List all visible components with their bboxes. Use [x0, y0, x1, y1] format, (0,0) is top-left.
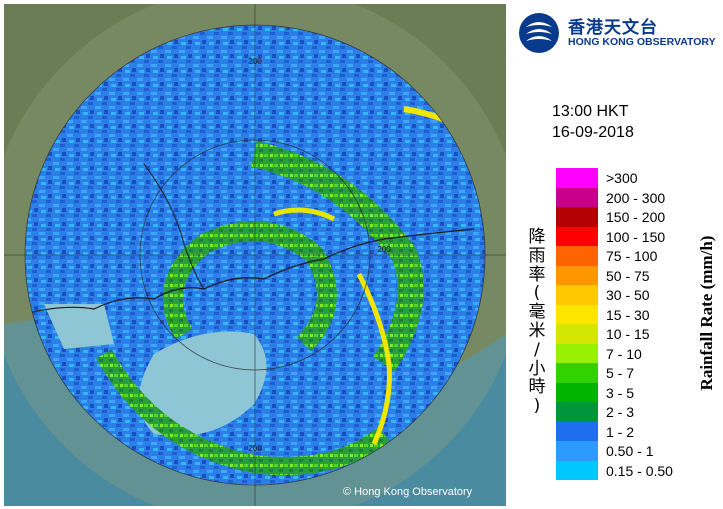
legend-row: 10 - 15 — [556, 324, 701, 344]
legend-row: 75 - 100 — [556, 246, 701, 266]
legend-row: 100 - 150 — [556, 226, 701, 246]
legend-swatch — [556, 187, 598, 207]
legend-swatch — [556, 460, 598, 480]
rain-band-south — [96, 349, 390, 475]
legend-label: 1 - 2 — [606, 423, 635, 440]
legend-title-english-wrap: Rainfall Rate (mm/h) — [695, 168, 719, 458]
legend-swatch — [556, 343, 598, 363]
legend-swatch — [556, 246, 598, 266]
logo-chinese-name: 香港天文台 — [568, 18, 658, 38]
legend-row: 15 - 30 — [556, 304, 701, 324]
legend-label: 3 - 5 — [606, 384, 635, 401]
legend-row: 0.50 - 1 — [556, 441, 701, 461]
rain-band-north — [251, 141, 424, 372]
rainfall-legend: >300 200 - 300 150 - 200 100 - 150 75 - 100 5… — [556, 168, 701, 480]
legend-label: 2 - 3 — [606, 404, 635, 420]
legend-row: 50 - 75 — [556, 265, 701, 285]
legend-swatch — [556, 226, 598, 246]
ring-label-north: 200 — [248, 57, 262, 66]
legend-label: 75 - 100 — [606, 248, 658, 264]
grid-lines — [4, 4, 506, 506]
legend-row: 1 - 2 — [556, 421, 701, 441]
legend-label: 15 - 30 — [606, 306, 650, 323]
logo-english-name: HONG KONG OBSERVATORY — [568, 36, 716, 48]
legend-label: 0.15 - 0.50 — [606, 462, 673, 479]
legend-swatch — [556, 168, 598, 188]
legend-row: 3 - 5 — [556, 382, 701, 402]
legend-title-english: Rainfall Rate (mm/h) — [697, 235, 716, 391]
legend-label: 100 - 150 — [606, 228, 666, 245]
timestamp-date: 16-09-2018 — [552, 124, 634, 141]
legend-swatch — [556, 285, 598, 305]
ring-label-south: 200 — [248, 444, 262, 453]
legend-swatch — [556, 421, 598, 441]
hko-logo: 香港天文台 HONG KONG OBSERVATORY — [518, 12, 718, 54]
timestamp-time: 13:00 HKT — [552, 103, 629, 120]
legend-swatch — [556, 441, 598, 461]
legend-swatch — [556, 304, 598, 324]
clear-sea-patch-west — [44, 304, 114, 349]
legend-swatch — [556, 265, 598, 285]
hko-emblem-icon — [519, 13, 559, 53]
legend-label: 5 - 7 — [606, 365, 635, 381]
legend-label: 50 - 75 — [606, 267, 650, 284]
legend-row: 0.15 - 0.50 — [556, 460, 701, 480]
legend-label: 150 - 200 — [606, 209, 666, 225]
clear-sea-patch — [139, 331, 267, 436]
legend-swatch — [556, 382, 598, 402]
legend-label: 10 - 15 — [606, 326, 650, 342]
copyright-credit: © Hong Kong Observatory — [343, 486, 473, 498]
legend-label: 30 - 50 — [606, 287, 650, 303]
legend-swatch — [556, 402, 598, 422]
legend-row: 150 - 200 — [556, 207, 701, 227]
legend-row: 5 - 7 — [556, 363, 701, 383]
legend-swatch — [556, 207, 598, 227]
coastline-estuary — [143, 163, 205, 290]
rain-band-spiral — [162, 221, 337, 352]
rain-band-yellow — [356, 272, 392, 446]
legend-label: 7 - 10 — [606, 345, 642, 362]
legend-row: 30 - 50 — [556, 285, 701, 305]
legend-label: 200 - 300 — [606, 189, 666, 206]
legend-row: 7 - 10 — [556, 343, 701, 363]
legend-swatch — [556, 324, 598, 344]
legend-row: 2 - 3 — [556, 402, 701, 422]
ring-label-east: 200 — [377, 245, 391, 254]
rain-band-yellow-mid — [273, 207, 336, 222]
legend-row: >300 — [556, 168, 701, 188]
legend-label: >300 — [606, 170, 638, 186]
legend-row: 200 - 300 — [556, 187, 701, 207]
legend-title-chinese: 降雨率(毫米 / 小時) — [528, 227, 546, 417]
legend-label: 0.50 - 1 — [606, 443, 654, 459]
legend-swatch — [556, 363, 598, 383]
radar-map: 200 200 200 — [4, 4, 506, 506]
coastline — [25, 228, 475, 315]
